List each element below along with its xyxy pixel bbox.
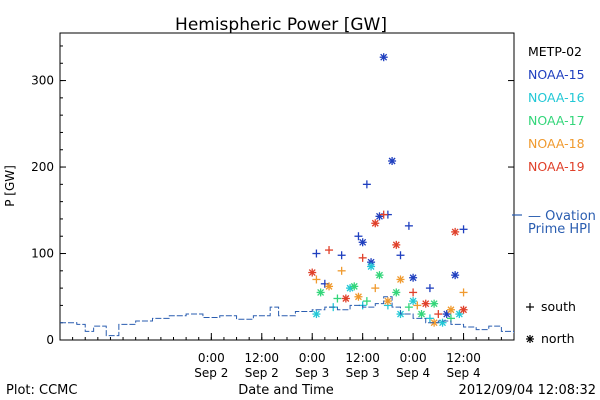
data-point-noaa-15 xyxy=(404,221,413,230)
x-axis-label: Date and Time xyxy=(238,383,334,398)
data-point-noaa-18 xyxy=(371,284,380,293)
data-point-noaa-16 xyxy=(409,297,418,306)
data-point-noaa-17 xyxy=(417,310,426,319)
x-tick-label: 12:00 xyxy=(345,351,380,365)
data-point-noaa-17 xyxy=(430,299,439,308)
data-point-noaa-18 xyxy=(446,305,455,314)
x-tick-label: Sep 3 xyxy=(295,366,329,380)
data-point-noaa-16 xyxy=(312,310,321,319)
data-point-noaa-15 xyxy=(459,225,468,234)
legend: METP-02 NOAA-15 NOAA-16 NOAA-17 NOAA-18 NOAA-… xyxy=(512,44,585,346)
data-point-noaa-15 xyxy=(451,271,460,280)
data-point-noaa-15 xyxy=(396,251,405,260)
x-tick-label: Sep 4 xyxy=(396,366,430,380)
data-point-noaa-15 xyxy=(312,249,321,258)
data-point-noaa-16 xyxy=(367,262,376,271)
data-point-noaa-17 xyxy=(350,282,359,291)
y-tick-label: 100 xyxy=(31,247,54,261)
x-tick-label: Sep 2 xyxy=(194,366,228,380)
x-tick-label: 0:00 xyxy=(198,351,225,365)
x-tick-label: Sep 3 xyxy=(346,366,380,380)
legend-marker-north: north xyxy=(541,331,575,346)
data-point-noaa-17 xyxy=(316,288,325,297)
data-point-noaa-17 xyxy=(375,271,384,280)
x-tick-label: 12:00 xyxy=(446,351,481,365)
data-point-noaa-17 xyxy=(333,294,342,303)
data-point-noaa-17 xyxy=(362,297,371,306)
data-point-noaa-19 xyxy=(358,253,367,262)
data-point-noaa-18 xyxy=(396,275,405,284)
legend-item-noaa-19: NOAA-19 xyxy=(528,159,585,174)
data-point-noaa-15 xyxy=(379,53,388,62)
footer-plot-credit: Plot: CCMC xyxy=(6,383,77,398)
data-point-noaa-17 xyxy=(392,288,401,297)
data-point-noaa-19 xyxy=(421,299,430,308)
data-point-noaa-18 xyxy=(354,292,363,301)
data-point-noaa-19 xyxy=(409,288,418,297)
data-point-noaa-15 xyxy=(388,156,397,165)
data-layer xyxy=(60,53,514,337)
data-point-noaa-15 xyxy=(320,279,329,288)
x-tick-label: Sep 2 xyxy=(245,366,279,380)
legend-marker-south: south xyxy=(541,299,576,314)
y-tick-label: 0 xyxy=(46,333,54,347)
ovation-hpi-line xyxy=(60,296,514,337)
data-point-noaa-19 xyxy=(459,305,468,314)
data-point-noaa-18 xyxy=(312,275,321,284)
y-tick-label: 200 xyxy=(31,160,54,174)
data-point-noaa-19 xyxy=(379,210,388,219)
footer-timestamp: 2012/09/04 12:08:32 xyxy=(459,383,596,398)
legend-item-noaa-15: NOAA-15 xyxy=(528,67,585,82)
data-point-noaa-18 xyxy=(325,282,334,291)
data-point-noaa-19 xyxy=(451,227,460,236)
data-point-noaa-15 xyxy=(375,212,384,221)
data-point-noaa-18 xyxy=(337,266,346,275)
x-tick-label: 0:00 xyxy=(299,351,326,365)
data-point-noaa-19 xyxy=(341,294,350,303)
chart-title: Hemispheric Power [GW] xyxy=(175,15,387,35)
data-point-noaa-19 xyxy=(392,240,401,249)
data-point-noaa-15 xyxy=(358,238,367,247)
data-point-noaa-15 xyxy=(354,232,363,241)
data-point-noaa-19 xyxy=(325,246,334,255)
x-tick-label: Sep 4 xyxy=(447,366,481,380)
legend-item-noaa-16: NOAA-16 xyxy=(528,90,585,105)
y-tick-label: 300 xyxy=(31,74,54,88)
data-point-noaa-18 xyxy=(383,297,392,306)
data-point-noaa-19 xyxy=(371,219,380,228)
legend-item-noaa-17: NOAA-17 xyxy=(528,113,585,128)
data-point-noaa-18 xyxy=(459,288,468,297)
data-point-noaa-16 xyxy=(425,314,434,323)
data-point-noaa-15 xyxy=(425,284,434,293)
data-point-noaa-19 xyxy=(434,310,443,319)
star-marker-icon xyxy=(526,335,534,343)
x-tick-label: 12:00 xyxy=(244,351,279,365)
plot-frame xyxy=(59,32,515,341)
x-tick-label: 0:00 xyxy=(400,351,427,365)
data-point-noaa-15 xyxy=(362,180,371,189)
plus-marker-icon xyxy=(526,303,534,311)
legend-item-metp-02: METP-02 xyxy=(528,44,582,59)
data-point-noaa-19 xyxy=(308,268,317,277)
y-axis-label: P [GW] xyxy=(3,165,17,207)
data-point-noaa-18 xyxy=(413,301,422,310)
data-point-noaa-16 xyxy=(438,318,447,327)
ovation-label-1: — Ovation xyxy=(528,209,596,224)
data-point-noaa-15 xyxy=(409,273,418,282)
data-point-noaa-17 xyxy=(404,303,413,312)
ovation-label-2: Prime HPI xyxy=(528,222,591,237)
data-point-noaa-15 xyxy=(337,251,346,260)
legend-item-noaa-18: NOAA-18 xyxy=(528,136,585,151)
